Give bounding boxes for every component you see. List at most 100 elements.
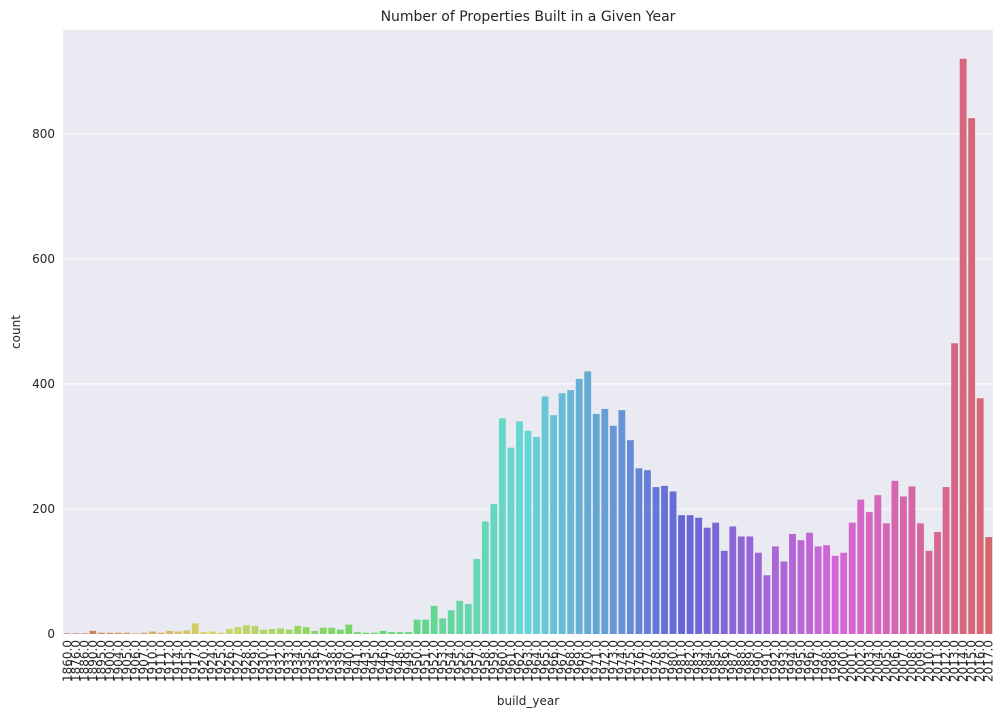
bar [541, 396, 549, 634]
x-tick-label: 1952.0 [427, 640, 441, 682]
bar [388, 632, 395, 634]
bar [626, 440, 634, 634]
bar [200, 632, 208, 634]
bar [260, 629, 267, 634]
bar [294, 625, 302, 634]
x-tick-label: 1975.0 [623, 640, 637, 682]
x-tick-label: 1961.0 [504, 640, 518, 682]
bar [592, 413, 600, 634]
bar [80, 633, 88, 634]
bar [584, 371, 592, 634]
bar [942, 487, 950, 634]
x-tick-label: 1905.0 [120, 640, 134, 682]
x-tick-label: 2012.0 [939, 640, 953, 682]
x-tick-label: 1930.0 [257, 640, 271, 682]
bar [430, 605, 438, 634]
x-tick-label: 1900.0 [103, 640, 117, 682]
x-tick-label: 1968.0 [564, 640, 578, 682]
x-tick-label: 1954.0 [444, 640, 458, 682]
bar [97, 632, 105, 634]
bar [806, 532, 813, 634]
x-tick-label: 1946.0 [376, 640, 390, 682]
x-tick-label: 1941.0 [350, 640, 364, 682]
x-tick-label: 1985.0 [709, 640, 723, 682]
bar [703, 527, 711, 634]
bar [396, 632, 404, 634]
bar [823, 545, 831, 634]
bar [840, 552, 848, 634]
x-tick-label: 2014.0 [956, 640, 970, 682]
x-tick-label: 1904.0 [111, 640, 125, 682]
x-tick-label: 1964.0 [530, 640, 544, 682]
bar [661, 485, 668, 634]
x-tick-label: 1926.0 [222, 640, 236, 682]
x-tick-label: 1953.0 [436, 640, 450, 682]
x-tick-label: 2015.0 [965, 640, 979, 682]
x-tick-label: 1997.0 [811, 640, 825, 682]
bar [174, 631, 182, 634]
x-tick-label: 1977.0 [640, 640, 654, 682]
x-tick-label: 1907.0 [137, 640, 151, 682]
x-tick-label: 1982.0 [683, 640, 697, 682]
x-tick-label: 1933.0 [282, 640, 296, 682]
x-tick-label: 2000.0 [837, 640, 851, 682]
bar [217, 632, 225, 634]
bar [746, 536, 754, 634]
bar [925, 550, 933, 634]
x-tick-label: 1912.0 [163, 640, 177, 682]
x-tick-label: 1910.0 [146, 640, 160, 682]
x-tick-label: 2016.0 [973, 640, 987, 682]
x-tick-label: 2001.0 [845, 640, 859, 682]
bar [422, 619, 430, 634]
bar [865, 512, 873, 634]
x-tick-label: 1914.0 [171, 640, 185, 682]
bar [63, 633, 71, 634]
bar [140, 632, 148, 634]
bar [447, 610, 455, 634]
y-tick-label: 600 [32, 252, 55, 266]
bar [831, 555, 839, 634]
x-tick-label: 1932.0 [274, 640, 288, 682]
bar [976, 398, 984, 634]
x-tick-label: 1943.0 [359, 640, 373, 682]
x-tick-label: 1915.0 [180, 640, 194, 682]
x-tick-label: 1981.0 [675, 640, 689, 682]
x-tick-label: 1949.0 [402, 640, 416, 682]
y-tick-label: 200 [32, 502, 55, 516]
x-tick-label: 1976.0 [632, 640, 646, 682]
bar [712, 522, 720, 634]
bar [848, 522, 856, 634]
x-tick-label: 1962.0 [512, 640, 526, 682]
y-tick-label: 800 [32, 127, 55, 141]
bar [737, 536, 745, 634]
x-tick-label: 1947.0 [384, 640, 398, 682]
bar [157, 632, 165, 634]
bar [311, 630, 319, 634]
bar [268, 628, 276, 634]
x-tick-label: 1886.0 [77, 640, 91, 682]
bar [166, 630, 174, 634]
bar [720, 550, 728, 634]
bar [516, 421, 523, 634]
x-tick-label: 1906.0 [129, 640, 143, 682]
x-tick-label: 2008.0 [905, 640, 919, 682]
chart-title: Number of Properties Built in a Given Ye… [381, 9, 676, 25]
bar [328, 627, 336, 634]
x-tick-label: 2017.0 [982, 640, 996, 682]
bar [456, 600, 464, 634]
bar [507, 447, 515, 634]
x-tick-label: 1876.0 [69, 640, 83, 682]
x-tick-label: 1993.0 [777, 640, 791, 682]
y-tick-label: 0 [47, 627, 55, 641]
bar [900, 496, 907, 634]
bar [464, 603, 472, 634]
bar [191, 623, 199, 634]
x-tick-label: 1996.0 [803, 640, 817, 682]
bar [789, 533, 796, 634]
bar [601, 408, 609, 634]
bar [695, 517, 703, 634]
bar [413, 619, 421, 634]
bar [550, 415, 558, 634]
bar [609, 425, 617, 634]
bar [729, 526, 737, 634]
